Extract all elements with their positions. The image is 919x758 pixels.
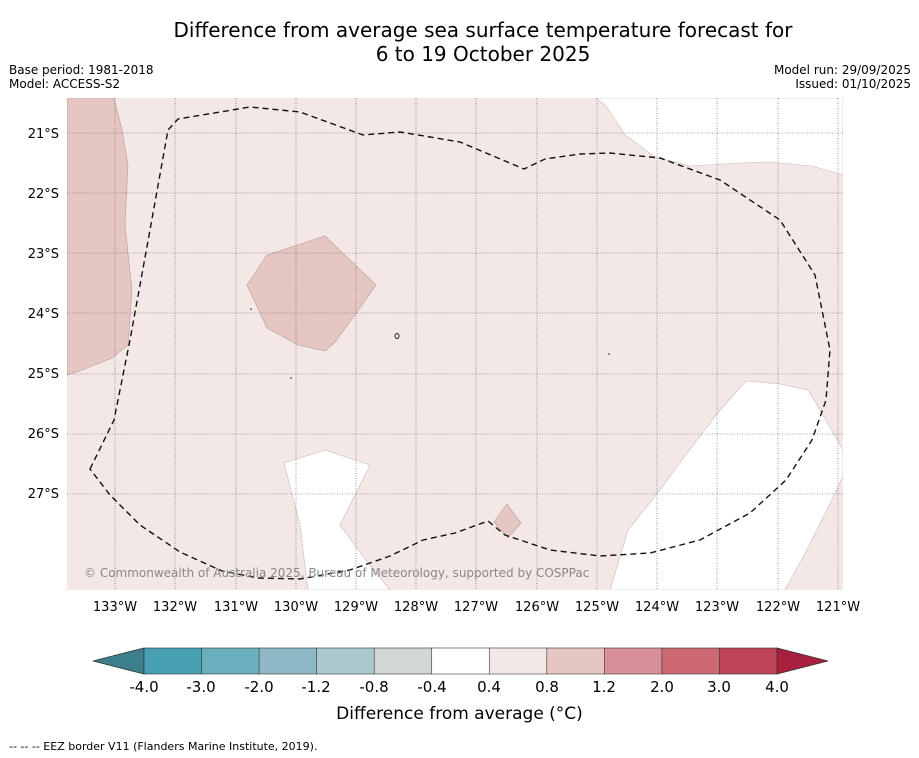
- eez-footnote: -- -- -- EEZ border V11 (Flanders Marine…: [9, 740, 318, 753]
- model-run: Model run: 29/09/2025: [773, 63, 911, 77]
- lon-label: 129°W: [334, 600, 378, 615]
- lat-label: 22°S: [28, 187, 59, 202]
- lon-label: 125°W: [575, 600, 619, 615]
- gridlines: [67, 98, 843, 590]
- eez-border: [89, 106, 831, 580]
- colorbar-tick: 4.0: [765, 678, 789, 696]
- colorbar-tick: 2.0: [650, 678, 674, 696]
- colorbar-segment: [201, 647, 260, 675]
- lon-label: 132°W: [153, 600, 197, 615]
- lat-axis: 21°S 22°S 23°S 24°S 25°S 26°S 27°S: [28, 127, 59, 502]
- lon-axis: 133°W 132°W 131°W 130°W 129°W 128°W 127°…: [93, 600, 860, 615]
- issued-date: Issued: 01/10/2025: [795, 77, 911, 91]
- colorbar-segment: [719, 647, 778, 675]
- colorbar-tick: 3.0: [707, 678, 731, 696]
- lat-label: 21°S: [28, 127, 59, 142]
- island-marker: [250, 308, 252, 310]
- meta-right: Model run: 29/09/2025 Issued: 01/10/2025: [774, 63, 911, 91]
- island-marker: [608, 353, 610, 355]
- lon-label: 130°W: [274, 600, 318, 615]
- colorbar-segment: [604, 647, 663, 675]
- lon-label: 131°W: [214, 600, 258, 615]
- lon-label: 121°W: [816, 600, 860, 615]
- colorbar-label: Difference from average (°C): [336, 704, 583, 724]
- neutral-area-right: [609, 380, 843, 590]
- colorbar-segment: [488, 647, 548, 675]
- colorbar-segment: [431, 647, 490, 675]
- colorbar-tick: -1.2: [301, 678, 330, 696]
- colorbar-segment: [661, 647, 721, 675]
- anomaly-area-west: [67, 98, 133, 376]
- lon-label: 133°W: [93, 600, 137, 615]
- meta-left: Base period: 1981-2018 Model: ACCESS-S2: [9, 63, 154, 91]
- lon-label: 124°W: [635, 600, 679, 615]
- lat-label: 26°S: [28, 427, 59, 442]
- lon-label: 123°W: [695, 600, 739, 615]
- base-period: Base period: 1981-2018: [9, 63, 154, 77]
- lat-label: 23°S: [28, 247, 59, 262]
- colorbar-tick: -0.8: [359, 678, 388, 696]
- colorbar-segments: [143, 647, 778, 675]
- colorbar-segment: [546, 647, 605, 675]
- colorbar-extend-min: [92, 647, 145, 675]
- colorbar-segment: [143, 647, 203, 675]
- colorbar-ticks: -4.0 -3.0 -2.0 -1.2 -0.8 -0.4 0.4 0.8 1.…: [129, 678, 789, 696]
- colorbar-tick: 0.8: [535, 678, 559, 696]
- colorbar-tick: 0.4: [477, 678, 501, 696]
- copyright-text: © Commonwealth of Australia 2025, Bureau…: [84, 566, 589, 580]
- anomaly-area-center: [246, 235, 377, 352]
- neutral-area-bottom-left: [283, 449, 391, 590]
- lat-label: 25°S: [28, 367, 59, 382]
- title-line-1: Difference from average sea surface temp…: [173, 18, 793, 42]
- colorbar-segment: [373, 647, 433, 675]
- colorbar-segment: [258, 647, 318, 675]
- neutral-area-top-right: [595, 98, 843, 176]
- title-line-2: 6 to 19 October 2025: [375, 42, 591, 66]
- colorbar-tick: -4.0: [129, 678, 158, 696]
- lon-label: 127°W: [454, 600, 498, 615]
- lon-label: 126°W: [515, 600, 559, 615]
- anomaly-area-small: [493, 503, 522, 539]
- colorbar-extend-max: [776, 647, 829, 675]
- chart-title: Difference from average sea surface temp…: [0, 18, 919, 66]
- model-name: Model: ACCESS-S2: [9, 77, 121, 91]
- colorbar-tick: -0.4: [417, 678, 446, 696]
- colorbar-segment: [316, 647, 375, 675]
- lon-label: 128°W: [394, 600, 438, 615]
- map-area: © Commonwealth of Australia 2025, Bureau…: [67, 98, 843, 590]
- colorbar-tick: 1.2: [592, 678, 616, 696]
- colorbar-tick: -2.0: [244, 678, 273, 696]
- lat-label: 24°S: [28, 307, 59, 322]
- island-marker: [290, 377, 292, 379]
- colorbar: -4.0 -3.0 -2.0 -1.2 -0.8 -0.4 0.4 0.8 1.…: [92, 647, 829, 696]
- island-marker: [394, 333, 400, 339]
- colorbar-tick: -3.0: [186, 678, 215, 696]
- lon-label: 122°W: [756, 600, 800, 615]
- lat-label: 27°S: [28, 487, 59, 502]
